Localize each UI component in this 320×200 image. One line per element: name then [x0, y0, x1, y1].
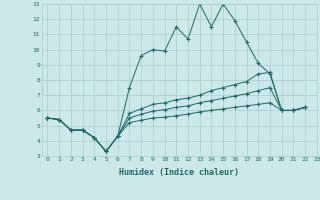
X-axis label: Humidex (Indice chaleur): Humidex (Indice chaleur): [119, 168, 239, 177]
